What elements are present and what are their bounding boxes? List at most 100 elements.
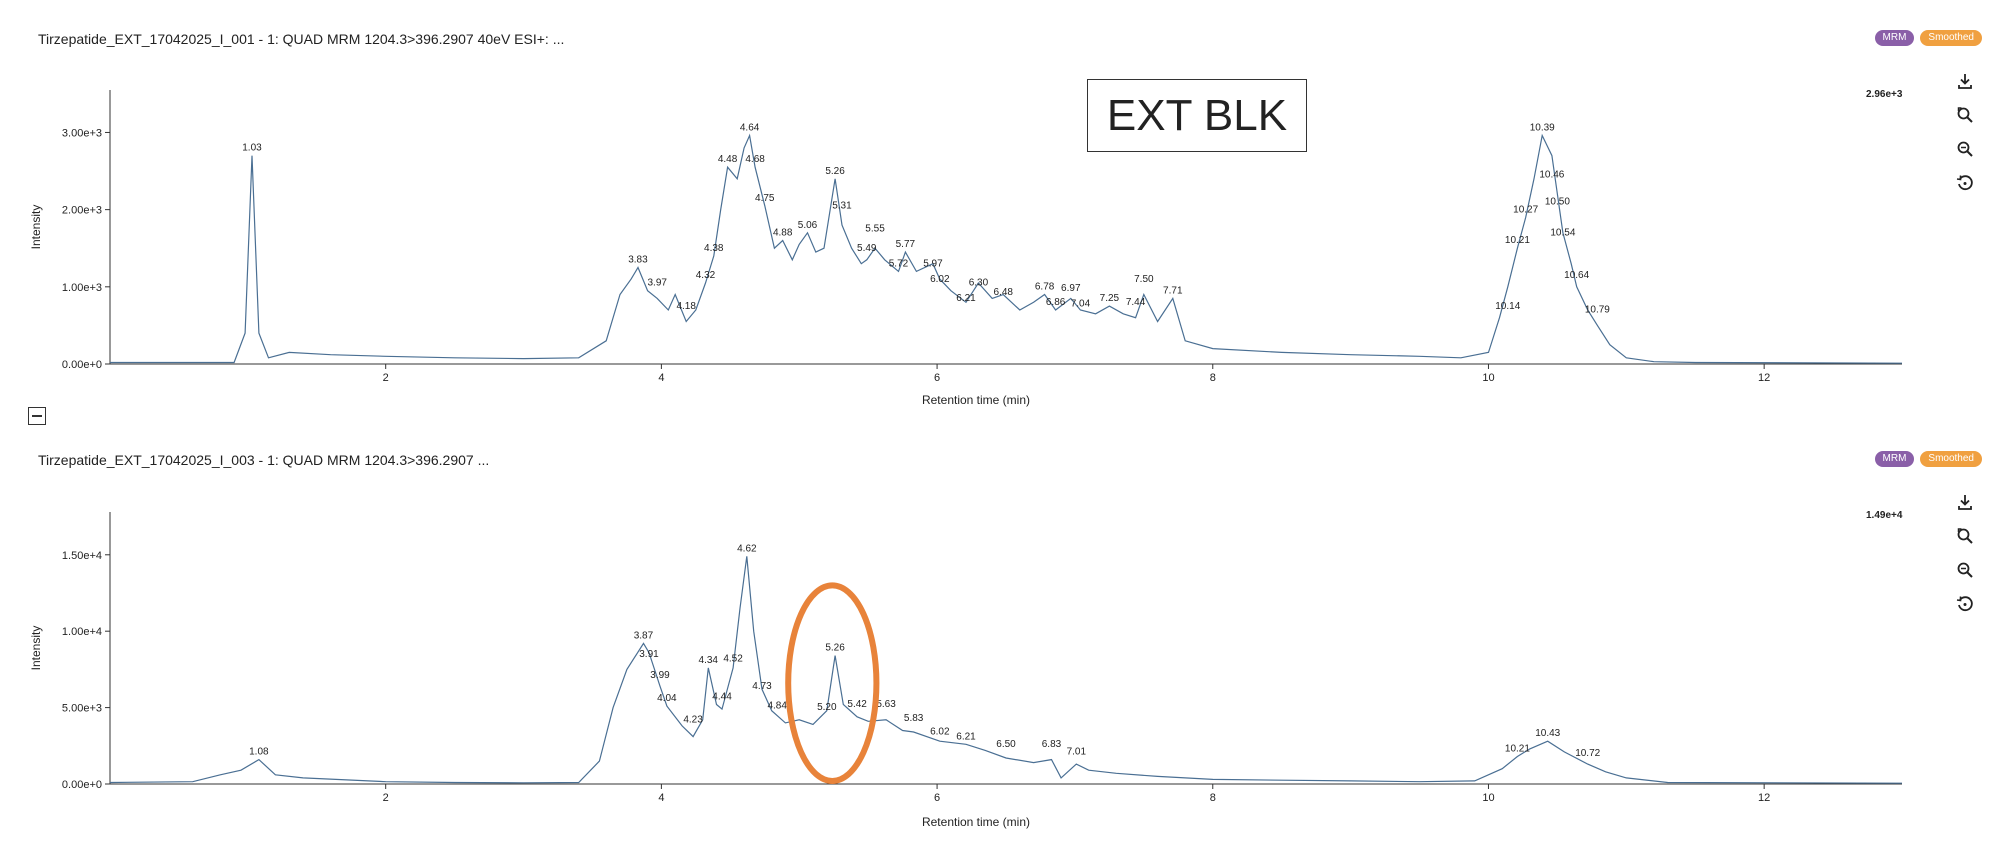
x-tick-label: 4 xyxy=(658,372,664,384)
peak-label: 10.72 xyxy=(1575,748,1600,759)
peak-label: 5.49 xyxy=(857,243,877,254)
x-axis-label: Retention time (min) xyxy=(922,815,1030,829)
y-tick-label: 3.00e+3 xyxy=(62,127,102,139)
x-tick-label: 12 xyxy=(1758,372,1770,384)
y-tick-label: 1.00e+4 xyxy=(62,626,102,638)
panel-title: Tirzepatide_EXT_17042025_I_003 - 1: QUAD… xyxy=(38,452,490,468)
y-tick-label: 2.00e+3 xyxy=(62,205,102,217)
peak-label: 4.44 xyxy=(712,692,732,703)
x-tick-label: 2 xyxy=(383,792,389,804)
peak-label: 3.83 xyxy=(628,255,648,266)
x-tick-label: 2 xyxy=(383,372,389,384)
peak-label: 6.83 xyxy=(1042,739,1062,750)
chromatogram-panel-1: Tirzepatide_EXT_17042025_I_001 - 1: QUAD… xyxy=(0,0,2000,410)
peak-label: 4.84 xyxy=(767,701,787,712)
peak-label: 5.83 xyxy=(904,713,924,724)
peak-label: 10.54 xyxy=(1550,228,1575,239)
peak-label: 4.64 xyxy=(740,123,760,134)
peak-label: 10.64 xyxy=(1564,270,1589,281)
peak-label: 5.20 xyxy=(817,702,837,713)
peak-label: 7.71 xyxy=(1163,285,1183,296)
chromatogram-trace xyxy=(109,556,1903,784)
peak-label: 5.97 xyxy=(923,258,943,269)
peak-label: 4.48 xyxy=(718,154,738,165)
x-tick-label: 12 xyxy=(1758,792,1770,804)
max-intensity-label: 1.49e+4 xyxy=(1866,510,1903,521)
peak-label: 4.34 xyxy=(699,655,719,666)
x-tick-label: 6 xyxy=(934,372,940,384)
max-intensity-label: 2.96e+3 xyxy=(1866,89,1903,100)
mrm-badge: MRM xyxy=(1874,30,1915,46)
panel-title: Tirzepatide_EXT_17042025_I_001 - 1: QUAD… xyxy=(38,31,565,47)
peak-label: 10.27 xyxy=(1513,204,1538,215)
peak-label: 10.21 xyxy=(1505,235,1530,246)
zoom-reset-icon[interactable] xyxy=(1950,519,1980,553)
peak-label: 4.38 xyxy=(704,243,724,254)
peak-label: 1.03 xyxy=(242,143,262,154)
peak-label: 3.91 xyxy=(639,649,659,660)
peak-label: 6.50 xyxy=(996,739,1016,750)
chart-toolbar xyxy=(1950,485,1980,621)
peak-label: 5.26 xyxy=(825,166,845,177)
y-axis-label: Intensity xyxy=(29,205,43,250)
peak-label: 5.72 xyxy=(889,258,909,269)
x-tick-label: 6 xyxy=(934,792,940,804)
peak-label: 10.79 xyxy=(1585,305,1610,316)
peak-label: 5.06 xyxy=(798,220,818,231)
reset-icon[interactable] xyxy=(1950,166,1980,200)
zoom-out-icon[interactable] xyxy=(1950,553,1980,587)
y-tick-label: 1.50e+4 xyxy=(62,550,102,562)
peak-label: 5.31 xyxy=(832,200,852,211)
peak-label: 6.30 xyxy=(969,278,989,289)
y-tick-label: 5.00e+3 xyxy=(62,703,102,715)
y-tick-label: 1.00e+3 xyxy=(62,282,102,294)
download-icon[interactable] xyxy=(1950,64,1980,98)
reset-icon[interactable] xyxy=(1950,587,1980,621)
peak-label: 4.68 xyxy=(745,154,765,165)
peak-label: 6.97 xyxy=(1061,283,1081,294)
peak-label: 4.62 xyxy=(737,543,757,554)
peak-label: 3.99 xyxy=(650,670,670,681)
smoothed-badge: Smoothed xyxy=(1920,451,1982,467)
x-tick-label: 8 xyxy=(1210,792,1216,804)
peak-label: 4.32 xyxy=(696,270,716,281)
chart-toolbar xyxy=(1950,64,1980,200)
peak-label: 1.08 xyxy=(249,747,269,758)
peak-label: 4.04 xyxy=(657,693,677,704)
peak-label: 4.88 xyxy=(773,228,793,239)
peak-label: 5.77 xyxy=(896,239,916,250)
zoom-out-icon[interactable] xyxy=(1950,132,1980,166)
peak-label: 5.42 xyxy=(847,699,867,710)
badge-group: MRM Smoothed xyxy=(1874,30,1982,46)
x-tick-label: 10 xyxy=(1482,792,1494,804)
peak-label: 6.02 xyxy=(930,727,950,738)
mrm-badge: MRM xyxy=(1874,451,1915,467)
smoothed-badge: Smoothed xyxy=(1920,30,1982,46)
peak-label: 7.50 xyxy=(1134,274,1154,285)
peak-label: 4.23 xyxy=(683,714,703,725)
download-icon[interactable] xyxy=(1950,485,1980,519)
peak-label: 4.73 xyxy=(752,681,772,692)
peak-label: 6.21 xyxy=(956,293,976,304)
peak-label: 10.21 xyxy=(1505,743,1530,754)
peak-label: 6.48 xyxy=(994,287,1014,298)
badge-group: MRM Smoothed xyxy=(1874,451,1982,467)
peak-label: 6.02 xyxy=(930,274,950,285)
peak-label: 4.75 xyxy=(755,193,775,204)
chromatogram-trace xyxy=(110,133,1903,364)
peak-label: 4.52 xyxy=(723,653,743,664)
peak-label: 10.39 xyxy=(1530,123,1555,134)
zoom-reset-icon[interactable] xyxy=(1950,98,1980,132)
peak-label: 10.14 xyxy=(1495,301,1520,312)
y-tick-label: 0.00e+0 xyxy=(62,779,102,791)
peak-label: 7.01 xyxy=(1067,747,1087,758)
x-tick-label: 4 xyxy=(658,792,664,804)
peak-label: 6.78 xyxy=(1035,282,1055,293)
peak-label: 10.46 xyxy=(1539,170,1564,181)
x-axis-label: Retention time (min) xyxy=(922,393,1030,407)
collapse-icon[interactable] xyxy=(28,407,46,425)
peak-label: 3.87 xyxy=(634,630,654,641)
